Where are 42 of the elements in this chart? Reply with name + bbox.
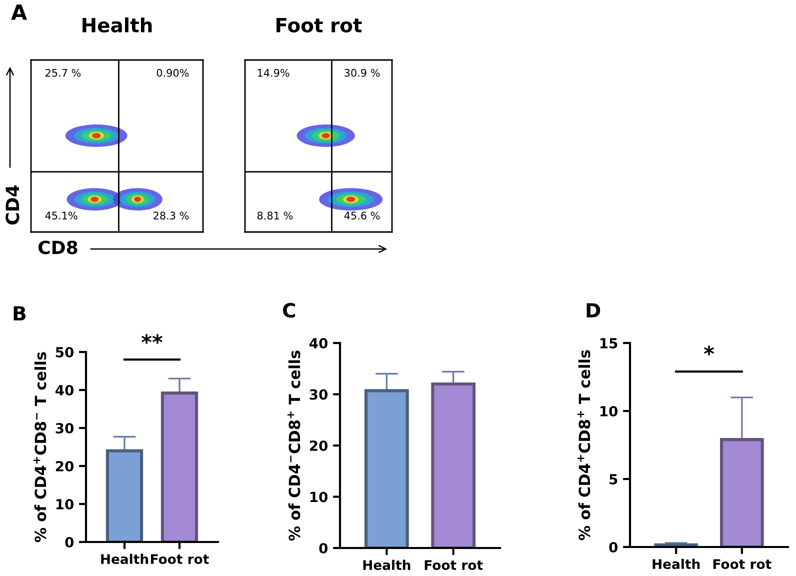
x-tick-label: Health <box>652 558 700 570</box>
text: 45.6 % <box>344 212 380 220</box>
text: 30.9 % <box>344 68 380 77</box>
x-tick-label: Health <box>363 560 410 570</box>
y-tick-label: 30 <box>310 389 328 400</box>
y-tick-label: 20 <box>56 460 74 472</box>
y-tick-label: 0 <box>319 542 328 554</box>
y-tick-label: 10 <box>600 406 618 416</box>
y-axis-title: % of CD4$^{+}$CD8$^{+}$ T cells <box>577 350 590 540</box>
text: 14.9% <box>258 68 290 77</box>
y-tick-label: 10 <box>56 498 74 510</box>
x-tick-label: Foot rot <box>151 554 209 564</box>
text: ** <box>142 334 162 344</box>
text: D <box>586 303 600 318</box>
y-tick-label: 40 <box>309 338 328 348</box>
y-tick-label: 0 <box>609 542 618 552</box>
text: B <box>14 306 26 320</box>
text: 25.7 % <box>46 68 81 77</box>
x-tick-label: Health <box>101 554 148 564</box>
y-tick-label: 50 <box>56 346 74 358</box>
y-axis-title: % of CD4$^{+}$CD8$^{−}$ T cells <box>33 352 46 542</box>
text: 28.3 % <box>154 212 189 220</box>
y-axis-title: % of CD4$^{−}$CD8$^{+}$ T cells <box>287 350 300 541</box>
y-tick-label: 30 <box>56 422 74 434</box>
y-tick-label: 0 <box>65 536 74 548</box>
y-tick-label: 5 <box>610 474 618 484</box>
y-tick-label: 40 <box>55 384 74 396</box>
x-tick-label: Foot rot <box>713 559 772 570</box>
y-tick-label: 15 <box>600 338 618 348</box>
text: 45.1% <box>45 212 78 220</box>
text: 8.81 % <box>257 212 293 220</box>
text: Foot rot <box>276 18 362 32</box>
text: 0.90% <box>156 68 189 77</box>
y-tick-label: 20 <box>310 440 328 451</box>
y-tick-label: 10 <box>310 492 328 502</box>
text: CD4 <box>6 185 20 224</box>
annotation: * <box>704 346 714 356</box>
x-tick-label: Foot rot <box>424 560 483 570</box>
text: A <box>11 4 28 20</box>
text: Health <box>82 17 152 32</box>
text: C <box>282 302 296 318</box>
text: CD8 <box>38 240 78 254</box>
